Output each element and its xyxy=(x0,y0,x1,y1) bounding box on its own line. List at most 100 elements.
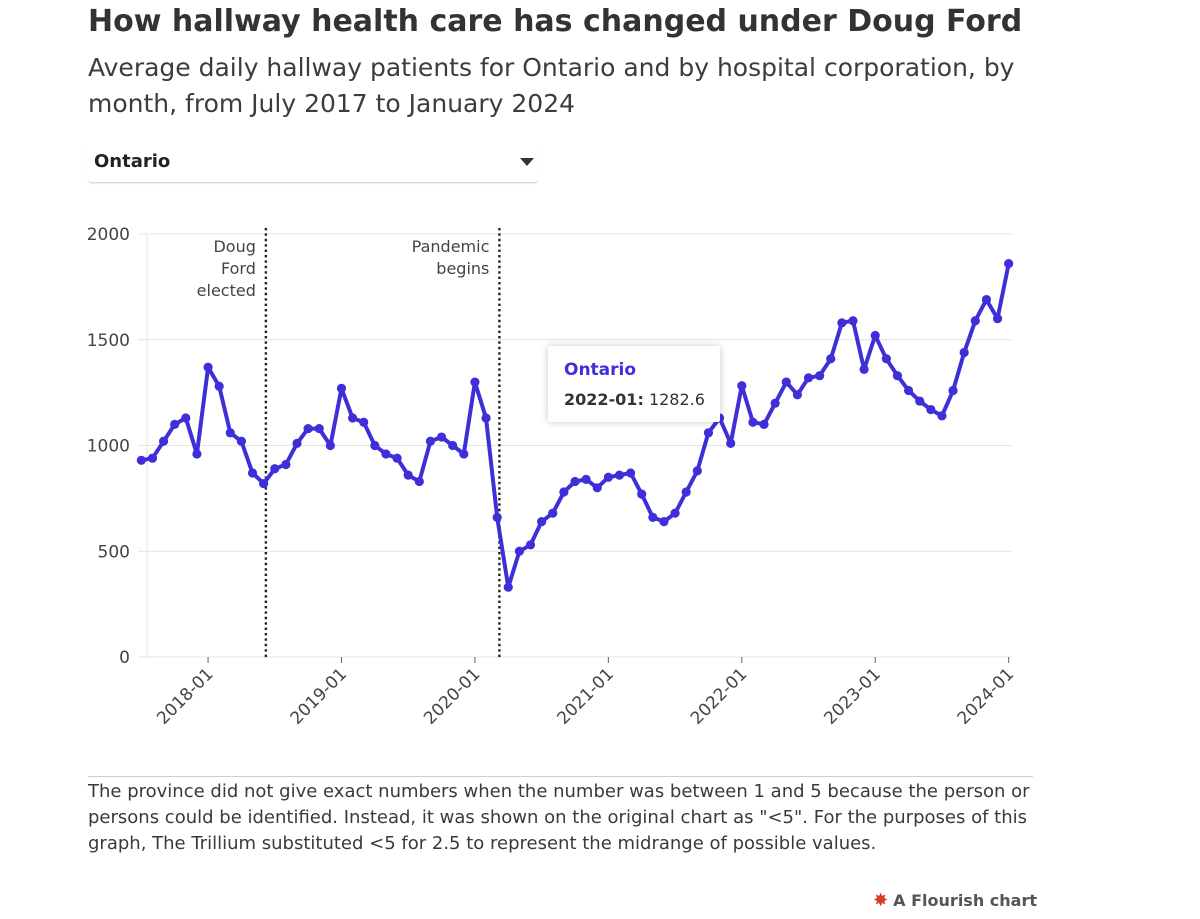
chevron-down-icon[interactable] xyxy=(520,158,534,166)
data-point xyxy=(959,347,969,358)
data-point xyxy=(603,472,613,482)
data-point xyxy=(492,512,502,523)
data-point xyxy=(581,474,591,484)
data-point xyxy=(726,438,736,448)
x-tick-label: 2020-01 xyxy=(420,664,484,728)
data-point xyxy=(448,440,458,451)
chart-tooltip: Ontario 2022-01: 1282.6 xyxy=(548,346,720,422)
data-point xyxy=(792,390,802,400)
data-point xyxy=(948,385,958,396)
data-point xyxy=(303,423,313,434)
region-select-value: Ontario xyxy=(94,151,171,172)
data-point xyxy=(503,582,513,592)
data-point xyxy=(637,489,647,499)
y-tick-label: 0 xyxy=(119,648,130,668)
data-point xyxy=(625,468,636,478)
data-point xyxy=(892,371,903,381)
data-point xyxy=(392,453,402,463)
data-point xyxy=(147,453,158,463)
region-select[interactable]: Ontario xyxy=(88,142,538,183)
annotation-label: elected xyxy=(197,281,256,300)
data-point xyxy=(436,432,447,442)
x-tick-label: 2019-01 xyxy=(287,664,351,728)
data-point xyxy=(748,417,758,427)
data-point xyxy=(214,381,224,391)
y-tick-label: 2000 xyxy=(87,225,130,245)
credit-text: A Flourish chart xyxy=(893,891,1037,910)
x-tick-label: 2021-01 xyxy=(554,664,618,728)
data-point xyxy=(981,294,992,305)
data-point xyxy=(348,413,358,423)
data-point xyxy=(514,546,525,556)
chart-subtitle: Average daily hallway patients for Ontar… xyxy=(88,53,1015,118)
data-point xyxy=(970,316,980,326)
data-point xyxy=(803,373,814,383)
x-tick-label: 2022-01 xyxy=(687,664,751,728)
annotation-label: Doug xyxy=(213,237,255,256)
data-point xyxy=(381,449,391,459)
chart-title: How hallway health care has changed unde… xyxy=(88,4,1023,39)
data-point xyxy=(870,330,880,341)
data-point xyxy=(915,396,925,406)
data-point xyxy=(826,354,836,364)
tooltip-value: 1282.6 xyxy=(648,390,705,409)
data-point xyxy=(225,428,235,438)
data-point xyxy=(136,455,146,465)
data-point xyxy=(881,354,891,364)
data-point xyxy=(525,540,536,550)
tooltip-date: 2022-01: xyxy=(564,390,644,409)
data-point xyxy=(848,316,858,326)
y-tick-label: 1500 xyxy=(87,331,130,351)
data-point xyxy=(815,371,825,381)
data-point xyxy=(325,440,335,451)
data-point xyxy=(903,385,914,396)
line-chart: 0 500 1000 1500 2000 2018-01 2019-01 2020-01 202… xyxy=(87,225,1018,729)
data-point xyxy=(359,417,369,427)
data-point xyxy=(181,413,191,423)
data-point xyxy=(926,404,936,415)
x-tick-label: 2024-01 xyxy=(954,664,1018,728)
data-point xyxy=(937,411,947,421)
data-point xyxy=(592,483,602,493)
data-point xyxy=(192,449,202,459)
data-point xyxy=(314,423,324,434)
data-point xyxy=(336,383,347,393)
data-point xyxy=(247,468,258,478)
flourish-credit[interactable]: ✸ A Flourish chart xyxy=(873,890,1037,911)
data-point xyxy=(737,381,747,391)
data-point xyxy=(770,398,780,408)
y-tick-label: 1000 xyxy=(87,437,130,457)
data-point xyxy=(548,508,558,518)
data-point xyxy=(259,478,269,489)
data-point xyxy=(158,436,169,446)
data-point xyxy=(559,487,569,497)
tooltip-row: 2022-01: 1282.6 xyxy=(564,390,705,409)
data-point xyxy=(203,362,213,372)
tooltip-series-name: Ontario xyxy=(564,360,637,380)
data-point xyxy=(403,470,413,480)
series-line-ontario xyxy=(139,261,1011,590)
annotation-label: begins xyxy=(436,259,489,278)
data-point xyxy=(670,508,680,518)
data-point xyxy=(781,377,791,387)
data-point xyxy=(1004,259,1014,269)
data-point xyxy=(481,413,491,423)
x-tick-label: 2023-01 xyxy=(820,664,884,728)
data-point xyxy=(414,476,424,487)
data-point xyxy=(292,438,302,448)
data-point xyxy=(614,470,625,480)
data-point xyxy=(570,476,580,487)
flourish-star-icon: ✸ xyxy=(873,890,889,911)
data-point xyxy=(681,487,691,497)
data-point xyxy=(236,436,247,446)
data-point xyxy=(659,517,669,527)
data-point xyxy=(648,512,658,523)
data-point xyxy=(270,464,280,474)
footnote: The province did not give exact numbers … xyxy=(88,776,1033,857)
data-point xyxy=(537,517,547,527)
y-tick-label: 500 xyxy=(98,542,130,562)
data-point xyxy=(459,449,469,459)
x-tick-label: 2018-01 xyxy=(153,664,217,728)
data-point xyxy=(281,459,291,470)
data-point xyxy=(692,466,702,476)
